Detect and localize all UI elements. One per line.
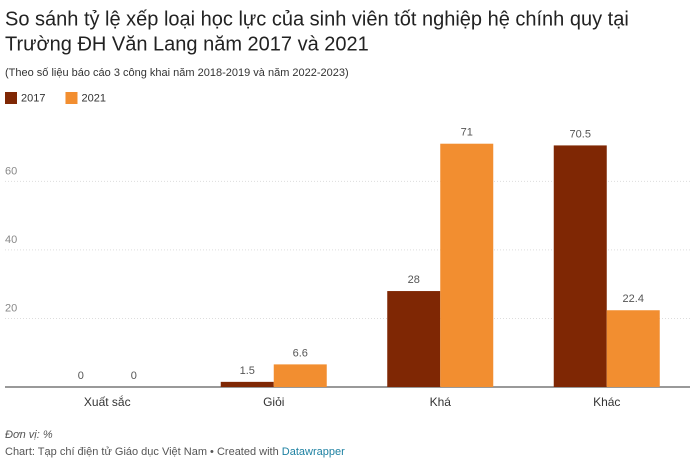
bar [553, 145, 607, 387]
bar [440, 143, 494, 387]
chart-title: Trường ĐH Văn Lang năm 2017 và 2021 [5, 33, 369, 55]
legend-swatch [5, 92, 17, 104]
source-text: Chart: Tạp chí điện tử Giáo dục Việt Nam… [5, 446, 279, 458]
value-label: 6.6 [293, 347, 308, 359]
value-label: 70.5 [570, 128, 591, 140]
bar [387, 291, 441, 387]
legend-label: 2017 [21, 92, 45, 104]
value-label: 22.4 [623, 293, 644, 305]
x-tick-label: Giỏi [263, 395, 284, 409]
legend-label: 2021 [81, 92, 105, 104]
value-label: 0 [131, 370, 137, 382]
y-tick-label: 60 [5, 165, 17, 177]
chart-title: So sánh tỷ lệ xếp loại học lực của sinh … [5, 8, 629, 30]
bar [606, 310, 660, 387]
bar [273, 364, 327, 387]
x-tick-label: Khá [430, 395, 452, 409]
x-tick-label: Khác [593, 395, 620, 409]
source: Chart: Tạp chí điện tử Giáo dục Việt Nam… [5, 446, 345, 458]
value-label: 1.5 [240, 365, 255, 377]
bar [220, 381, 274, 387]
credit-link[interactable]: Datawrapper [282, 446, 345, 458]
value-label: 71 [461, 127, 473, 139]
legend-swatch [65, 92, 78, 104]
y-tick-label: 20 [5, 302, 17, 314]
value-label: 28 [408, 274, 420, 286]
x-tick-label: Xuất sắc [84, 394, 131, 409]
chart-subtitle: (Theo số liệu báo cáo 3 công khai năm 20… [5, 67, 349, 79]
value-label: 0 [78, 370, 84, 382]
unit-note: Đơn vị: % [5, 429, 53, 441]
y-tick-label: 40 [5, 234, 17, 246]
